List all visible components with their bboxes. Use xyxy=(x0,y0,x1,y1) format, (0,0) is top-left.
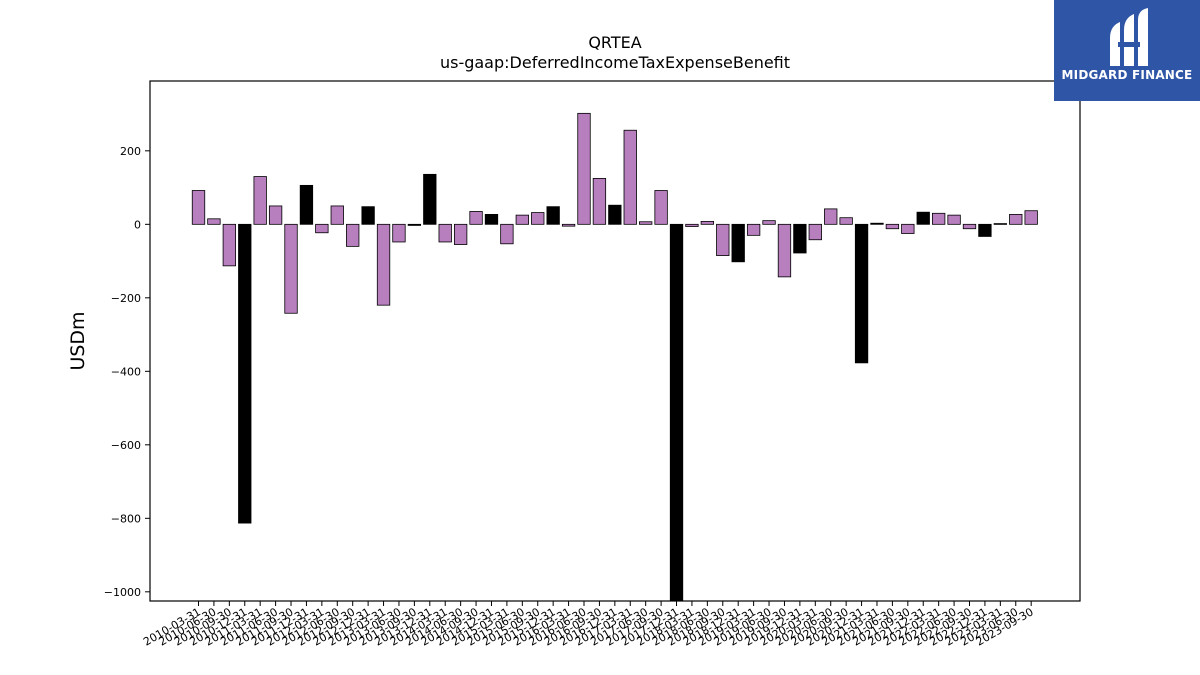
bar-2020-12-31 xyxy=(854,223,869,364)
bar-2020-09-30 xyxy=(839,217,853,225)
bar-2014-06-30 xyxy=(453,223,468,245)
brand-name: MIDGARD FINANCE xyxy=(1061,68,1193,82)
bar-2022-03-31 xyxy=(932,212,946,225)
bar-2023-09-30 xyxy=(1024,210,1038,225)
y-tick-label: −1000 xyxy=(104,586,141,599)
bar-2010-09-30 xyxy=(222,223,236,267)
bar-2018-12-31 xyxy=(731,223,745,263)
bar-2016-03-31 xyxy=(561,223,576,227)
bar-2021-06-30 xyxy=(885,223,900,230)
chart-title: QRTEA xyxy=(588,33,641,52)
bar-2016-06-30 xyxy=(577,112,591,225)
bar-2019-12-31 xyxy=(793,223,807,254)
bar-2012-06-30 xyxy=(330,205,344,225)
bar-2013-09-30 xyxy=(407,223,422,226)
bar-2011-06-30 xyxy=(268,205,283,225)
brand-logo: MIDGARD FINANCE xyxy=(1054,0,1200,101)
bar-2019-03-31 xyxy=(746,223,761,236)
bar-2011-09-30 xyxy=(284,223,298,314)
bars xyxy=(191,112,1038,602)
y-tick-label: 0 xyxy=(134,218,141,231)
chart-subtitle: us-gaap:DeferredIncomeTaxExpenseBenefit xyxy=(440,53,790,72)
bar-2017-12-31 xyxy=(669,223,684,602)
bar-2021-03-31 xyxy=(870,222,884,225)
bar-2015-03-31 xyxy=(500,223,514,245)
bar-2010-03-31 xyxy=(191,190,206,225)
bar-2023-03-31 xyxy=(993,223,1007,225)
y-tick-label: −400 xyxy=(111,365,141,378)
bar-2017-03-31 xyxy=(623,129,637,225)
bar-2018-06-30 xyxy=(700,220,715,225)
bar-2013-12-31 xyxy=(423,173,437,225)
x-axis-ticks: 2010-03-312010-06-302010-09-302010-12-31… xyxy=(141,601,1036,649)
bar-2020-03-31 xyxy=(808,223,822,241)
y-tick-label: −200 xyxy=(111,292,141,305)
bar-2018-03-31 xyxy=(685,223,699,227)
bar-2023-06-30 xyxy=(1009,213,1023,225)
bar-2015-09-30 xyxy=(531,212,545,225)
y-tick-label: −800 xyxy=(111,512,141,525)
y-tick-label: −600 xyxy=(111,439,141,452)
bar-2014-03-31 xyxy=(438,223,452,243)
bar-2014-12-31 xyxy=(484,213,499,225)
bar-2017-06-30 xyxy=(639,221,653,225)
brand-mark-icon xyxy=(1110,8,1148,66)
bar-2010-12-31 xyxy=(238,223,252,524)
y-axis-label: USDm xyxy=(67,311,89,370)
bar-2022-06-30 xyxy=(947,214,961,225)
bar-2018-09-30 xyxy=(716,223,730,256)
bar-2022-12-31 xyxy=(978,223,992,237)
bar-2014-09-30 xyxy=(469,211,483,225)
bar-2020-06-30 xyxy=(824,208,838,225)
bar-2016-12-31 xyxy=(608,204,622,225)
y-axis-ticks: −1000 −800 −600 −400 −200 0 200 xyxy=(104,145,150,599)
bar-2012-03-31 xyxy=(315,223,329,234)
bar-2017-09-30 xyxy=(654,190,668,225)
bar-2012-09-30 xyxy=(346,223,360,247)
bar-2021-12-31 xyxy=(916,211,930,225)
bar-2019-06-30 xyxy=(762,220,776,225)
bar-2016-09-30 xyxy=(592,177,607,225)
bar-2010-06-30 xyxy=(207,218,221,225)
bar-2022-09-30 xyxy=(962,223,977,230)
bar-2012-12-31 xyxy=(361,206,375,225)
bar-2019-09-30 xyxy=(777,223,792,278)
plot-frame xyxy=(149,80,1081,602)
bar-2013-03-31 xyxy=(376,223,391,306)
bar-2015-06-30 xyxy=(515,214,529,225)
bar-2013-06-30 xyxy=(392,223,406,243)
bar-2015-12-31 xyxy=(546,206,560,225)
bar-2011-03-31 xyxy=(253,176,267,225)
bar-2011-12-31 xyxy=(299,184,314,225)
y-tick-label: 200 xyxy=(120,145,141,158)
bar-2021-09-30 xyxy=(901,223,915,234)
